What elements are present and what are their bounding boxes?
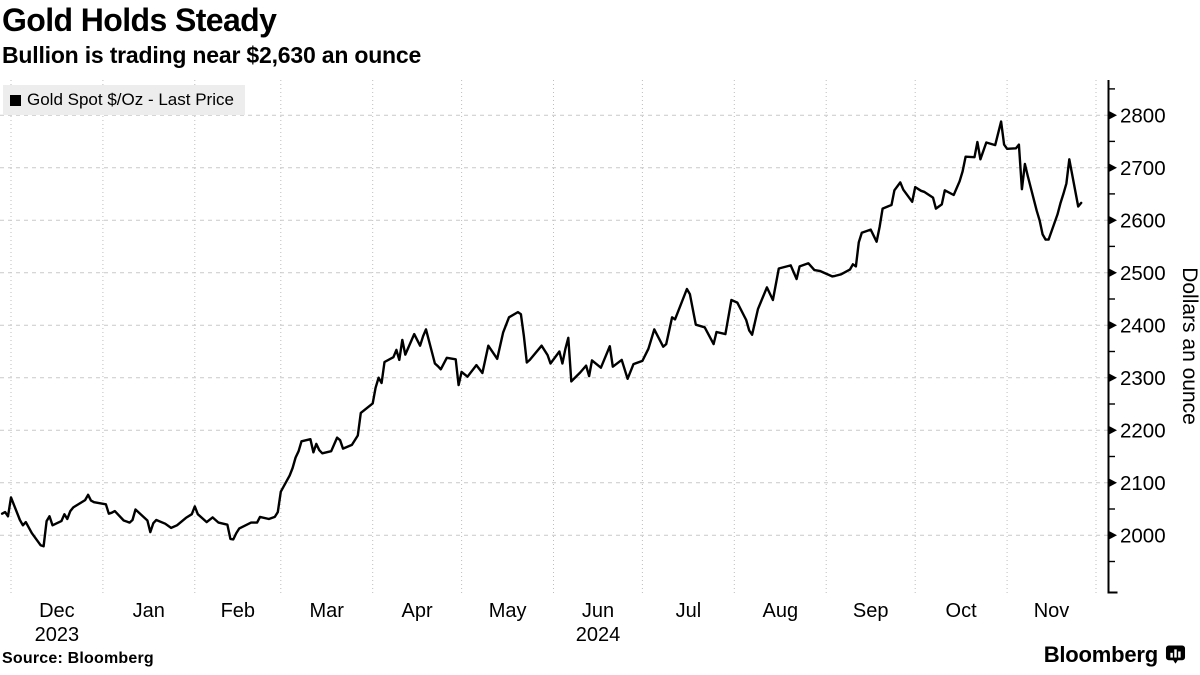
x-tick-label: Mar [309, 600, 344, 622]
y-tick-label: 2600 [1120, 210, 1166, 233]
chart-title: Gold Holds Steady [2, 2, 277, 38]
gridlines [0, 80, 1108, 593]
bloomberg-wordmark: Bloomberg [1044, 642, 1186, 668]
y-tick-label: 2400 [1120, 315, 1166, 338]
legend-label: Gold Spot $/Oz - Last Price [27, 90, 234, 109]
y-tick-arrow-icon [1108, 373, 1117, 383]
x-tick-label: Aug [763, 600, 799, 622]
y-tick-arrow-icon [1108, 215, 1117, 225]
y-tick-label: 2300 [1120, 367, 1166, 390]
legend-swatch-icon [10, 94, 21, 106]
x-tick-label: Nov [1034, 600, 1070, 622]
y-tick-label: 2100 [1120, 472, 1166, 495]
y-tick-label: 2700 [1120, 157, 1166, 180]
x-tick-label: Dec [39, 600, 75, 622]
y-tick-arrow-icon [1108, 110, 1117, 120]
y-axis-title: Dollars an ounce [1178, 267, 1200, 425]
x-tick-label: Jan [133, 600, 165, 622]
x-tick-year-label: 2023 [35, 624, 80, 646]
x-tick-label: Jun [582, 600, 614, 622]
x-tick-label: Jul [676, 600, 702, 622]
x-tick-label: May [489, 600, 527, 622]
bloomberg-terminal-icon [1165, 645, 1186, 664]
x-tick-year-label: 2024 [576, 624, 621, 646]
y-axis: 2000 2100 2200 2300 2400 2500 2600 2700 2800 [1107, 80, 1166, 594]
y-tick-label: 2500 [1120, 262, 1166, 285]
source-note: Source: Bloomberg [2, 650, 154, 667]
legend: Gold Spot $/Oz - Last Price [3, 85, 245, 115]
chart-subtitle: Bullion is trading near $2,630 an ounce [2, 42, 422, 68]
y-tick-arrow-icon [1108, 320, 1117, 330]
y-tick-label: 2200 [1120, 420, 1166, 443]
y-tick-arrow-icon [1108, 163, 1117, 173]
y-tick-label: 2000 [1120, 525, 1166, 548]
y-tick-arrow-icon [1108, 530, 1117, 540]
y-tick-arrow-icon [1108, 425, 1117, 435]
x-tick-label: Feb [221, 600, 255, 622]
price-line [0, 120, 1083, 548]
x-tick-label: Apr [402, 600, 433, 622]
y-tick-arrow-icon [1108, 268, 1117, 278]
x-tick-label: Oct [946, 600, 978, 622]
y-tick-arrow-icon [1108, 478, 1117, 488]
bloomberg-name: Bloomberg [1043, 642, 1159, 667]
x-tick-label: Sep [853, 600, 889, 622]
y-tick-label: 2800 [1120, 105, 1166, 128]
